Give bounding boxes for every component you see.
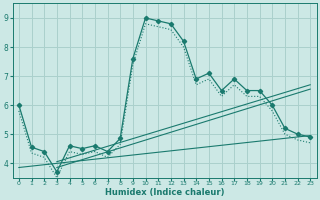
- X-axis label: Humidex (Indice chaleur): Humidex (Indice chaleur): [105, 188, 224, 197]
